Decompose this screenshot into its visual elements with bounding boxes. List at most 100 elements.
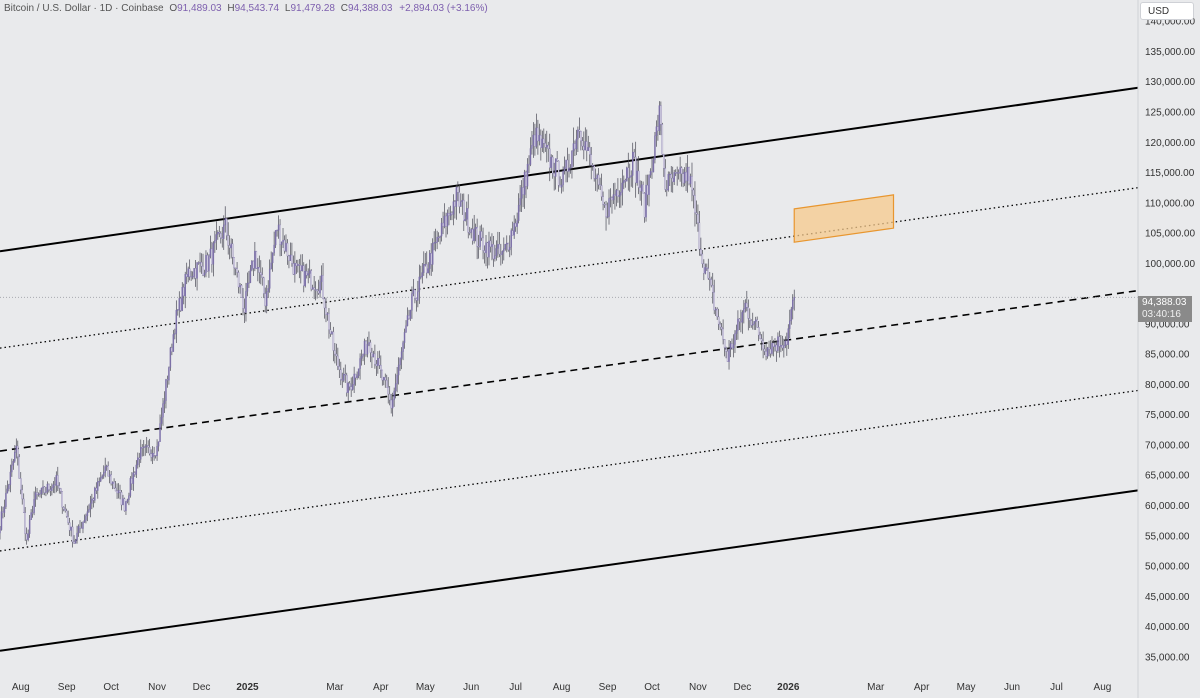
candle <box>655 120 658 147</box>
candle-body <box>156 446 158 457</box>
candle <box>753 321 755 330</box>
candle <box>347 381 349 402</box>
candle <box>11 458 13 477</box>
candle <box>716 307 718 320</box>
candle <box>540 129 542 161</box>
candle <box>541 130 544 152</box>
candle-body <box>184 274 186 297</box>
candle-body <box>34 492 37 500</box>
candle-body <box>642 184 644 194</box>
price-tick-label: 100,000.00 <box>1145 259 1195 270</box>
candle <box>409 309 412 321</box>
candle <box>387 377 389 404</box>
candle-body <box>277 224 280 231</box>
candle <box>427 262 429 274</box>
candle-body <box>683 171 686 184</box>
candle-body <box>611 197 613 201</box>
candle-body <box>286 242 289 257</box>
candle <box>225 218 228 241</box>
candle-body <box>525 171 527 187</box>
candle-body <box>760 338 763 342</box>
candle <box>513 215 515 239</box>
currency-selector[interactable]: USD <box>1140 2 1194 20</box>
symbol-name[interactable]: Bitcoin / U.S. Dollar <box>4 3 91 14</box>
candle-body <box>77 526 80 534</box>
candle <box>457 181 459 202</box>
candle-body <box>400 351 403 359</box>
candle-body <box>455 187 458 207</box>
candle-body <box>547 144 549 150</box>
price-axis[interactable]: 140,000.00 135,000.00 130,000.00 125,000.00… <box>1137 0 1195 698</box>
candle-body <box>380 365 382 371</box>
candle <box>165 378 167 409</box>
candle-body <box>543 138 545 144</box>
candle-body <box>120 492 123 506</box>
candle-body <box>408 315 410 319</box>
candle-body <box>667 174 669 191</box>
candle <box>125 501 127 515</box>
candle <box>346 372 348 397</box>
candle-body <box>608 198 610 217</box>
candle <box>661 122 664 157</box>
candle-body <box>91 498 93 504</box>
candle-body <box>116 490 118 494</box>
candle <box>403 328 406 349</box>
high-value: 94,543.74 <box>234 3 280 14</box>
candle-body <box>513 222 515 236</box>
candle <box>190 270 192 281</box>
candle-body <box>654 135 656 160</box>
candle-body <box>108 474 111 477</box>
candle <box>245 282 247 322</box>
candle <box>168 366 170 385</box>
candle-body <box>578 129 581 132</box>
candle-body <box>442 222 444 227</box>
candle <box>319 275 321 298</box>
candle-body <box>467 208 469 233</box>
candle <box>28 514 31 538</box>
candle <box>597 167 600 190</box>
candle <box>514 218 517 232</box>
candle <box>266 285 268 314</box>
candle <box>215 221 218 250</box>
candle-body <box>460 201 462 207</box>
candle <box>583 131 585 160</box>
time-axis[interactable]: Aug Sep Oct Nov Dec 2025 Mar Apr May Jun Jul Aug Sep… <box>12 682 1111 693</box>
candle <box>431 238 434 272</box>
candle-body <box>240 285 243 298</box>
candle-body <box>224 218 226 226</box>
candle-body <box>48 483 50 490</box>
candle <box>771 336 773 356</box>
candle <box>145 436 148 454</box>
candle <box>325 297 327 323</box>
candle-body <box>482 237 484 251</box>
interval-label[interactable]: 1D <box>99 3 113 14</box>
candle-body <box>138 457 141 460</box>
candle-body <box>276 229 278 232</box>
last-price-value: 94,388.03 <box>1142 297 1187 308</box>
candle <box>199 252 201 273</box>
candle <box>455 185 458 220</box>
candle-body <box>239 285 241 288</box>
candle-body <box>676 172 678 174</box>
candle-body <box>775 344 778 352</box>
candle <box>193 268 195 280</box>
candle <box>780 335 782 353</box>
candle-body <box>420 276 422 278</box>
candle <box>664 159 667 193</box>
candle <box>57 466 59 492</box>
bar-countdown: 03:40:16 <box>1142 309 1181 320</box>
candle <box>300 254 302 284</box>
candle-body <box>658 105 661 131</box>
candle <box>202 253 204 277</box>
candle <box>282 228 284 249</box>
candle <box>734 330 736 353</box>
candle-body <box>743 308 745 313</box>
candle <box>609 188 612 208</box>
candle <box>420 265 422 280</box>
time-tick-label: Oct <box>644 682 660 693</box>
candle <box>606 202 609 219</box>
candle-body <box>88 509 90 512</box>
candle-body <box>448 213 450 216</box>
